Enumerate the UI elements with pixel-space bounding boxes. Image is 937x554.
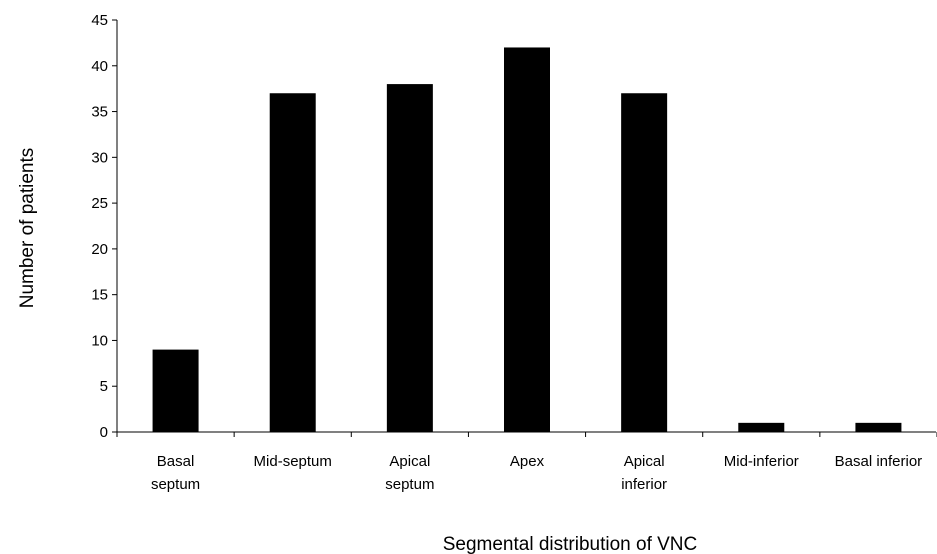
y-ticks-group: 0 5 10 15 20 25 30 35 40 45 [91, 12, 117, 441]
x-category-label-line: septum [151, 476, 200, 493]
x-category-label: Apical septum [385, 453, 434, 493]
y-tick-label: 45 [91, 12, 108, 29]
bar [152, 349, 199, 432]
x-category-label-line: Apex [510, 453, 545, 470]
x-category-label: Basal septum [151, 453, 200, 493]
x-category-label: Apex [510, 453, 545, 470]
x-category-label-line: septum [385, 476, 434, 493]
y-tick-label: 0 [100, 424, 108, 441]
x-category-label-line: Apical [624, 453, 665, 470]
axes-group [116, 20, 936, 433]
x-category-label: Apical inferior [621, 453, 667, 493]
x-ticks-group: Basal septum Mid-septum Apical septum Apex Api… [116, 432, 937, 493]
x-category-label-line: inferior [621, 476, 667, 493]
y-tick-label: 10 [91, 332, 108, 349]
bar [855, 422, 902, 432]
y-tick-label: 35 [91, 104, 108, 121]
bars-group [152, 47, 902, 432]
bar [738, 422, 785, 432]
x-category-label: Mid-septum [254, 453, 332, 470]
x-category-label: Mid-inferior [724, 453, 799, 470]
y-axis-title: Number of patients [17, 148, 38, 309]
x-category-label-line: Basal [157, 453, 195, 470]
bar [269, 93, 316, 432]
y-tick-label: 30 [91, 149, 108, 166]
x-category-label-line: Basal inferior [835, 453, 923, 470]
bar [504, 47, 550, 432]
bar [621, 93, 668, 432]
bar [386, 84, 433, 432]
x-axis-title: Segmental distribution of VNC [443, 534, 698, 554]
x-category-label: Basal inferior [835, 453, 923, 470]
y-tick-label: 40 [91, 58, 108, 75]
y-tick-label: 20 [91, 241, 108, 258]
y-tick-label: 5 [100, 378, 108, 395]
x-category-label-line: Mid-septum [254, 453, 332, 470]
y-tick-label: 15 [91, 287, 108, 304]
x-category-label-line: Apical [389, 453, 430, 470]
y-tick-label: 25 [91, 195, 108, 212]
x-category-label-line: Mid-inferior [724, 453, 799, 470]
